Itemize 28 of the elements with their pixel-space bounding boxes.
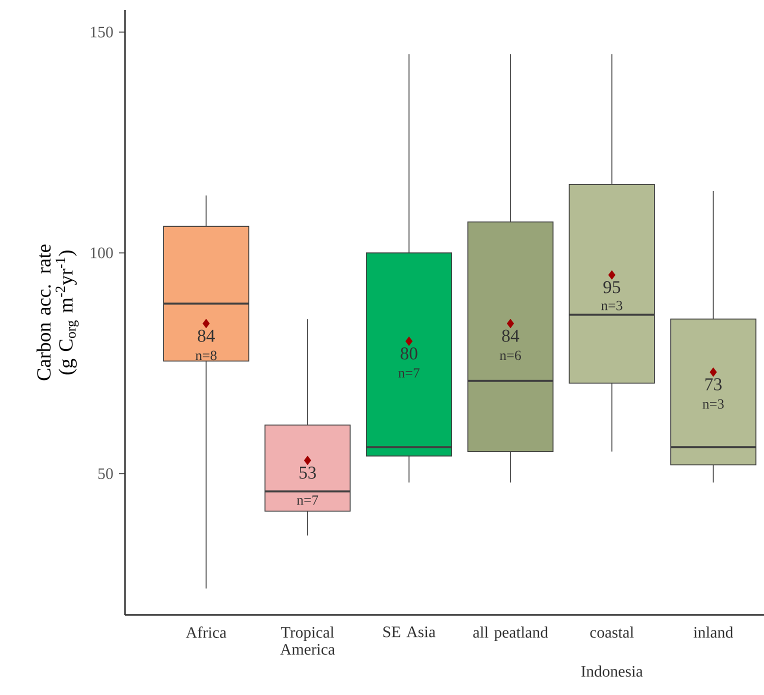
data-label: 84: [502, 330, 520, 342]
point: [506, 318, 514, 328]
annotation: n=6: [500, 350, 521, 360]
y-tick-label: 50: [98, 468, 113, 480]
x-tick-label: coastal: [590, 626, 634, 638]
data-label: 53: [300, 466, 316, 479]
annotation: n=8: [196, 350, 217, 360]
annotation: n=7: [398, 368, 420, 378]
point: [304, 456, 312, 466]
point: [710, 367, 717, 377]
annotation: n=3: [601, 300, 622, 310]
data-label: 84: [198, 330, 215, 342]
point: [202, 318, 210, 328]
y-tick-label: 150: [90, 26, 113, 38]
point: [608, 270, 616, 280]
point: [405, 336, 413, 346]
x-tick-label: Africa: [186, 626, 226, 638]
data-label: 95: [603, 281, 620, 294]
annotation: n=7: [296, 496, 318, 505]
y-tick-label: 100: [90, 247, 113, 258]
text: Indonesia: [581, 666, 643, 677]
data-label: 80: [400, 347, 418, 360]
annotation: n=3: [702, 399, 724, 409]
x-tick-label: inland: [694, 626, 734, 638]
x-tick-label: SE Asia: [383, 626, 436, 638]
data-label: 73: [705, 378, 722, 390]
x-tick-label: Tropical America: [280, 626, 335, 655]
x-tick-label: all peatland: [473, 626, 548, 642]
